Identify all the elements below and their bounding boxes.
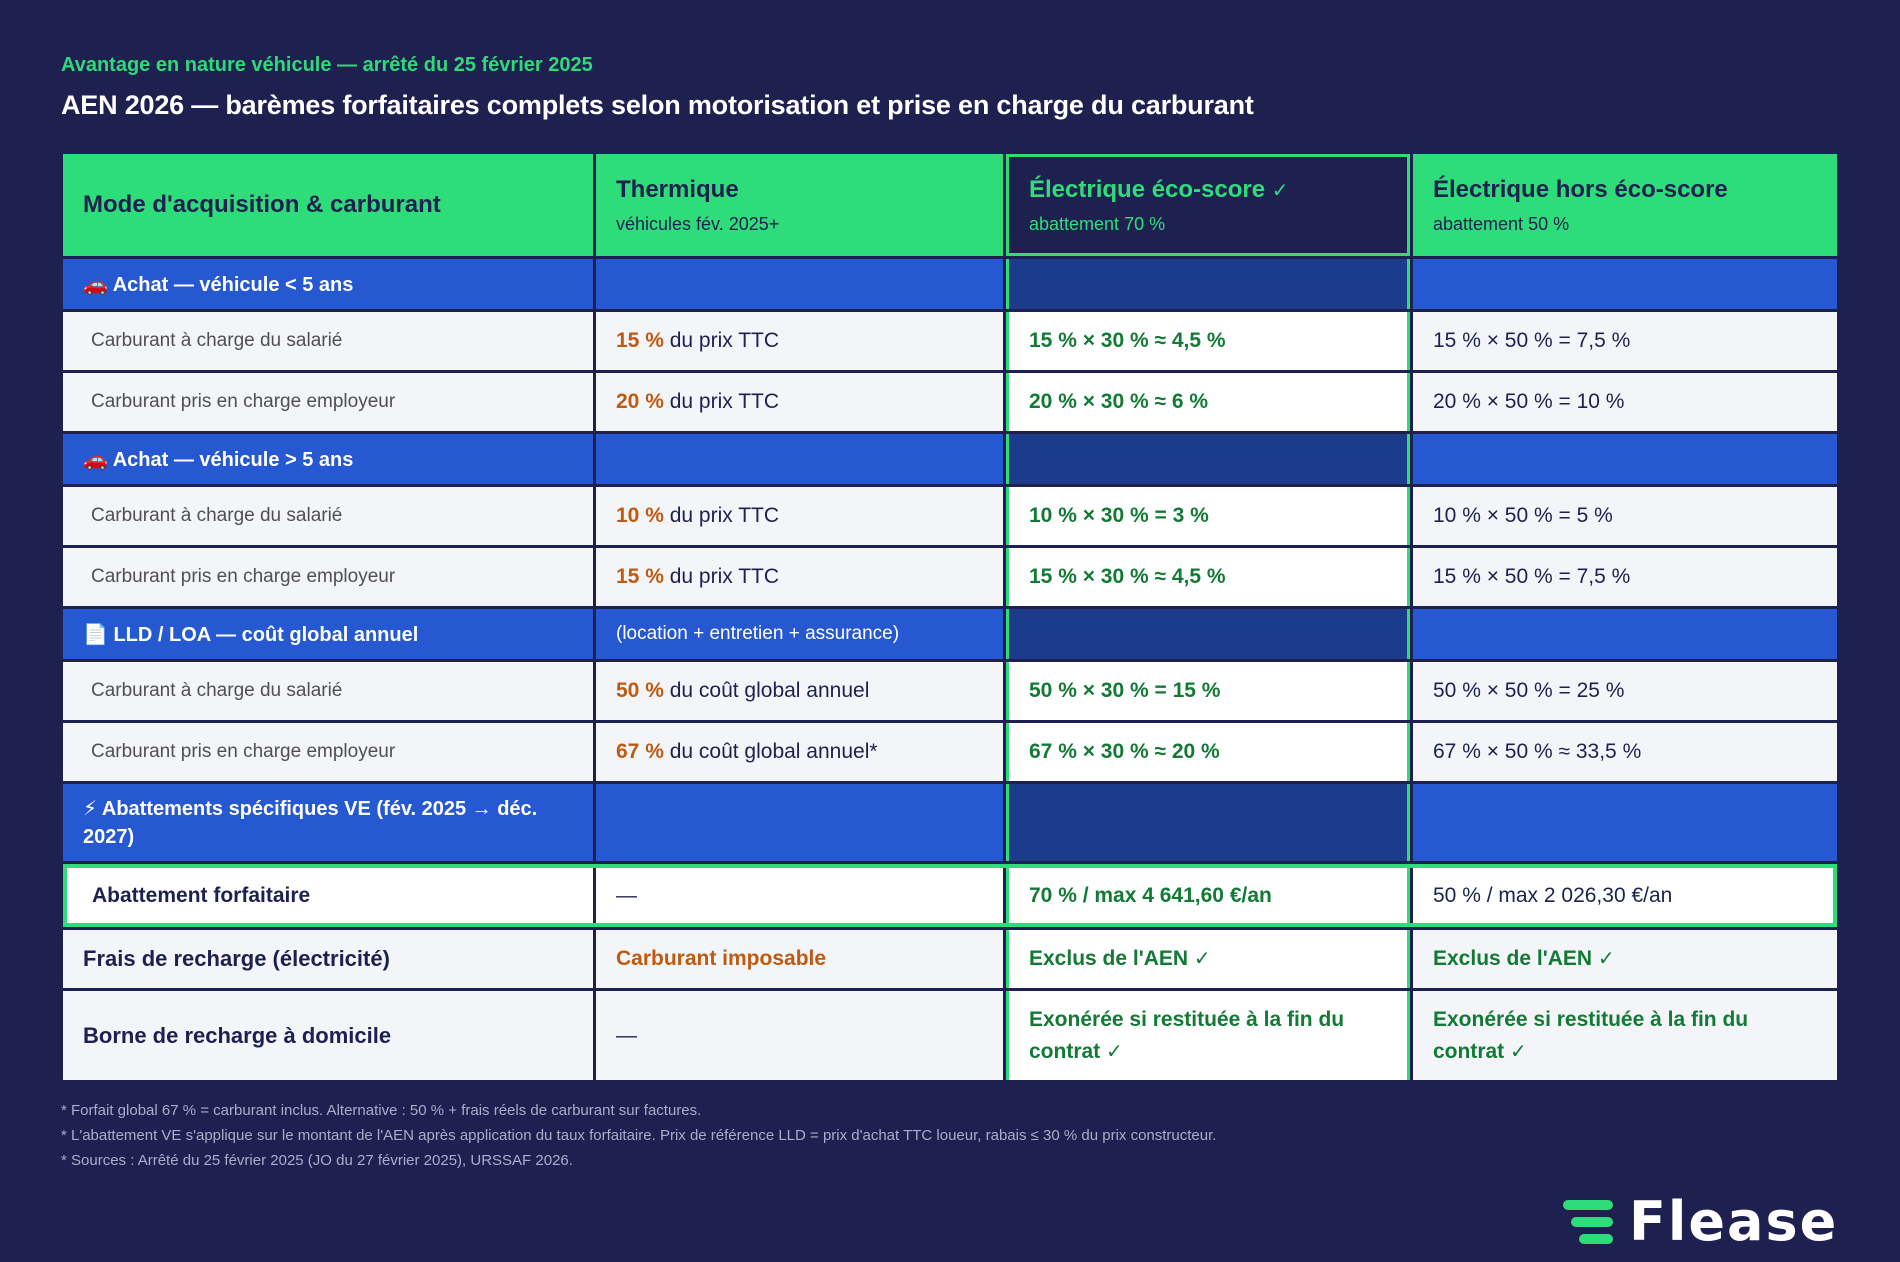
page-title: AEN 2026 — barèmes forfaitaires complets… bbox=[61, 90, 1254, 120]
section-row-achat-plus-5: 🚗 Achat — véhicule > 5 ans bbox=[63, 434, 1837, 484]
column-header-mode: Mode d'acquisition & carburant bbox=[63, 154, 593, 256]
table-row: Carburant pris en charge employeur 67 % … bbox=[63, 723, 1837, 781]
table-row: Carburant pris en charge employeur 15 % … bbox=[63, 548, 1837, 606]
table-header-row: Mode d'acquisition & carburant Thermique… bbox=[63, 154, 1837, 256]
document-icon: 📄 bbox=[83, 623, 108, 646]
table-row: Carburant à charge du salarié 10 % du pr… bbox=[63, 487, 1837, 545]
flease-logo: Flease bbox=[1563, 1190, 1838, 1253]
check-icon: ✓ bbox=[1106, 1040, 1123, 1063]
table-row: Carburant à charge du salarié 50 % du co… bbox=[63, 662, 1837, 720]
footnote: * Forfait global 67 % = carburant inclus… bbox=[61, 1102, 702, 1119]
flease-logo-mark-icon bbox=[1563, 1198, 1615, 1246]
abattement-forfaitaire-row: Abattement forfaitaire — 70 % / max 4 64… bbox=[63, 864, 1837, 927]
section-row-abattements-ve: ⚡ Abattements spécifiques VE (fév. 2025 … bbox=[63, 784, 1837, 861]
check-icon: ✓ bbox=[1271, 179, 1289, 202]
brand-name: Flease bbox=[1629, 1190, 1839, 1253]
page-subtitle: Avantage en nature véhicule — arrêté du … bbox=[61, 54, 593, 76]
table-row: Carburant à charge du salarié 15 % du pr… bbox=[63, 312, 1837, 370]
section-row-achat-moins-5: 🚗 Achat — véhicule < 5 ans bbox=[63, 259, 1837, 309]
car-icon: 🚗 bbox=[83, 448, 108, 471]
footnotes: * Forfait global 67 % = carburant inclus… bbox=[61, 1098, 1216, 1173]
frais-recharge-row: Frais de recharge (électricité) Carburan… bbox=[63, 930, 1837, 988]
column-header-thermique: Thermique véhicules fév. 2025+ bbox=[596, 154, 1003, 256]
check-icon: ✓ bbox=[1510, 1040, 1527, 1063]
section-row-lld-loa: 📄 LLD / LOA — coût global annuel (locati… bbox=[63, 609, 1837, 659]
table-row: Carburant pris en charge employeur 20 % … bbox=[63, 373, 1837, 431]
column-header-electrique-eco: Électrique éco-score ✓ abattement 70 % bbox=[1006, 154, 1410, 256]
check-icon: ✓ bbox=[1597, 948, 1615, 970]
lightning-icon: ⚡ bbox=[83, 797, 98, 820]
car-icon: 🚗 bbox=[83, 273, 108, 296]
column-header-electrique-hors-eco: Électrique hors éco-score abattement 50 … bbox=[1413, 154, 1837, 256]
footnote: * L'abattement VE s'applique sur le mont… bbox=[61, 1127, 1217, 1144]
aen-table: Mode d'acquisition & carburant Thermique… bbox=[63, 154, 1837, 1083]
borne-recharge-row: Borne de recharge à domicile — Exonérée … bbox=[63, 991, 1837, 1080]
check-icon: ✓ bbox=[1193, 948, 1211, 970]
footnote: * Sources : Arrêté du 25 février 2025 (J… bbox=[61, 1152, 573, 1169]
